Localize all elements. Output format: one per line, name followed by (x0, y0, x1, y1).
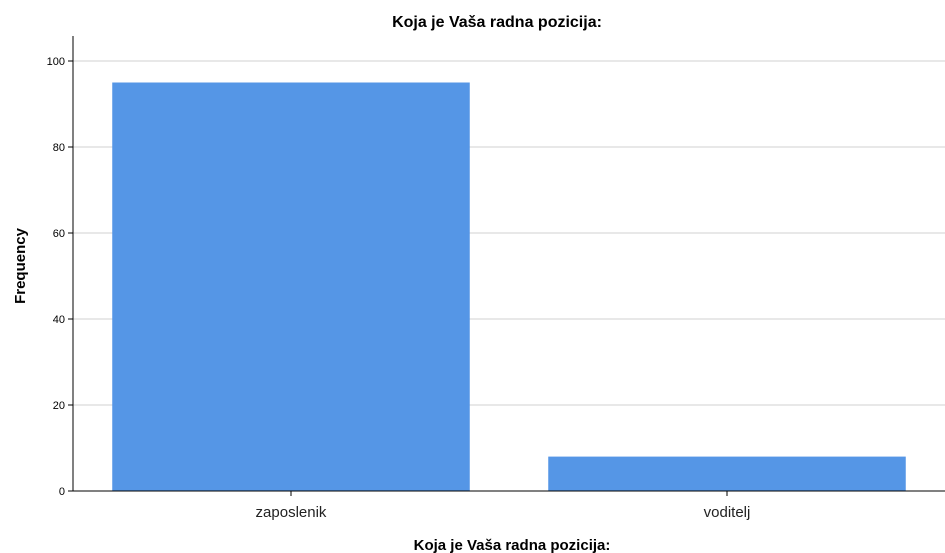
y-axis-title: Frequency (12, 227, 29, 304)
bar-voditelj (548, 456, 906, 491)
y-tick-label: 100 (47, 56, 65, 68)
chart-title: Koja je Vaša radna pozicija: (392, 14, 602, 31)
x-tick-label: zaposlenik (256, 504, 327, 521)
y-tick-label: 80 (53, 142, 65, 154)
x-axis-title: Koja je Vaša radna pozicija: (414, 537, 611, 553)
y-tick-label: 20 (53, 400, 65, 412)
bars (112, 82, 906, 491)
bar-zaposlenik (112, 82, 470, 491)
y-tick-label: 40 (53, 314, 65, 326)
x-tick-label: voditelj (704, 504, 751, 521)
x-tick-labels: zaposlenik voditelj (256, 491, 751, 521)
y-tick-label: 60 (53, 228, 65, 240)
y-tick-labels: 0 20 40 60 80 100 (47, 56, 73, 498)
y-tick-label: 0 (59, 486, 65, 498)
